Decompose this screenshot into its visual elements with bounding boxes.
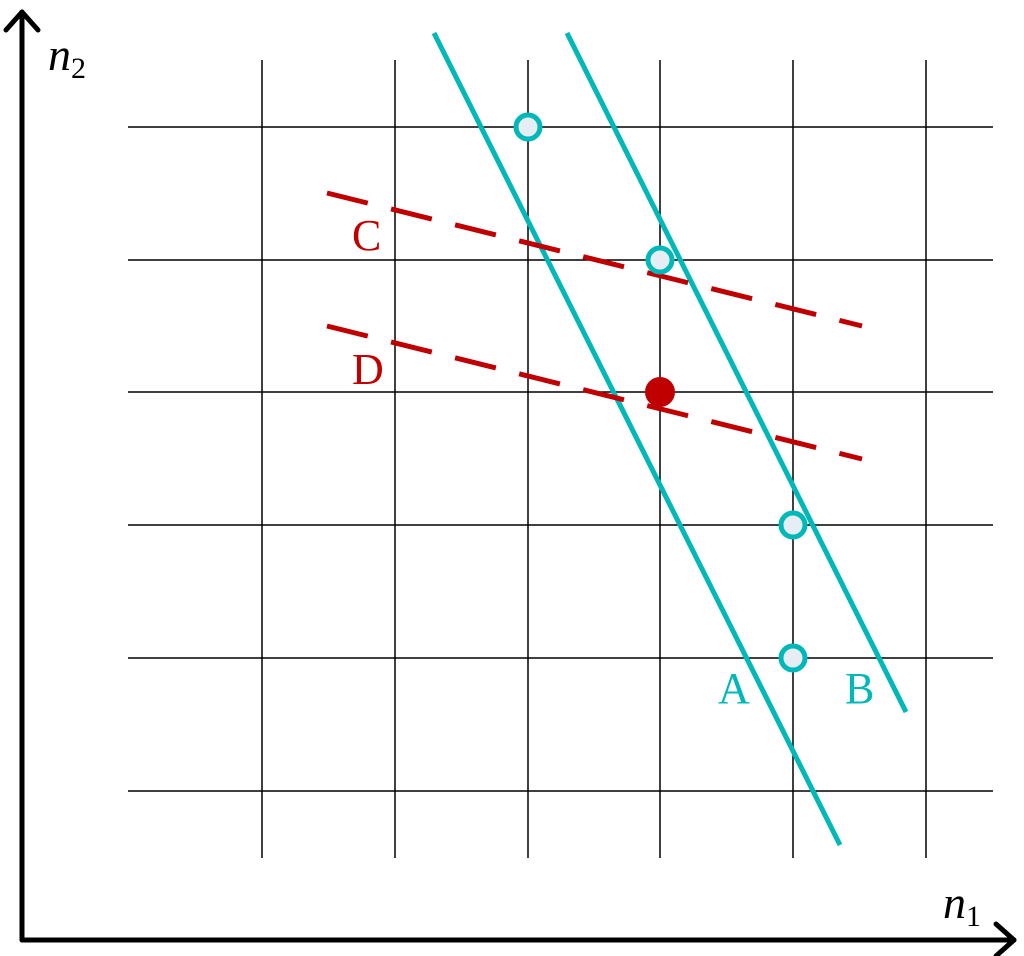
y-axis-label: n2 — [48, 29, 86, 85]
open-points — [513, 112, 808, 673]
line-c — [326, 190, 863, 329]
line-label: B — [845, 664, 874, 713]
line-a — [431, 31, 843, 847]
line-label: A — [718, 664, 750, 713]
axes — [3, 9, 1017, 956]
point — [513, 112, 543, 142]
filled-point — [645, 377, 675, 407]
point — [778, 643, 808, 673]
dashed-lines — [326, 190, 863, 462]
x-axis-label: n1 — [943, 877, 981, 933]
line-label: C — [352, 211, 381, 260]
line-d — [326, 323, 863, 462]
point — [645, 245, 675, 275]
point — [778, 510, 808, 540]
solid-lines — [431, 31, 909, 847]
grid — [128, 60, 993, 858]
line-label: D — [352, 345, 384, 394]
line-b — [564, 31, 909, 714]
